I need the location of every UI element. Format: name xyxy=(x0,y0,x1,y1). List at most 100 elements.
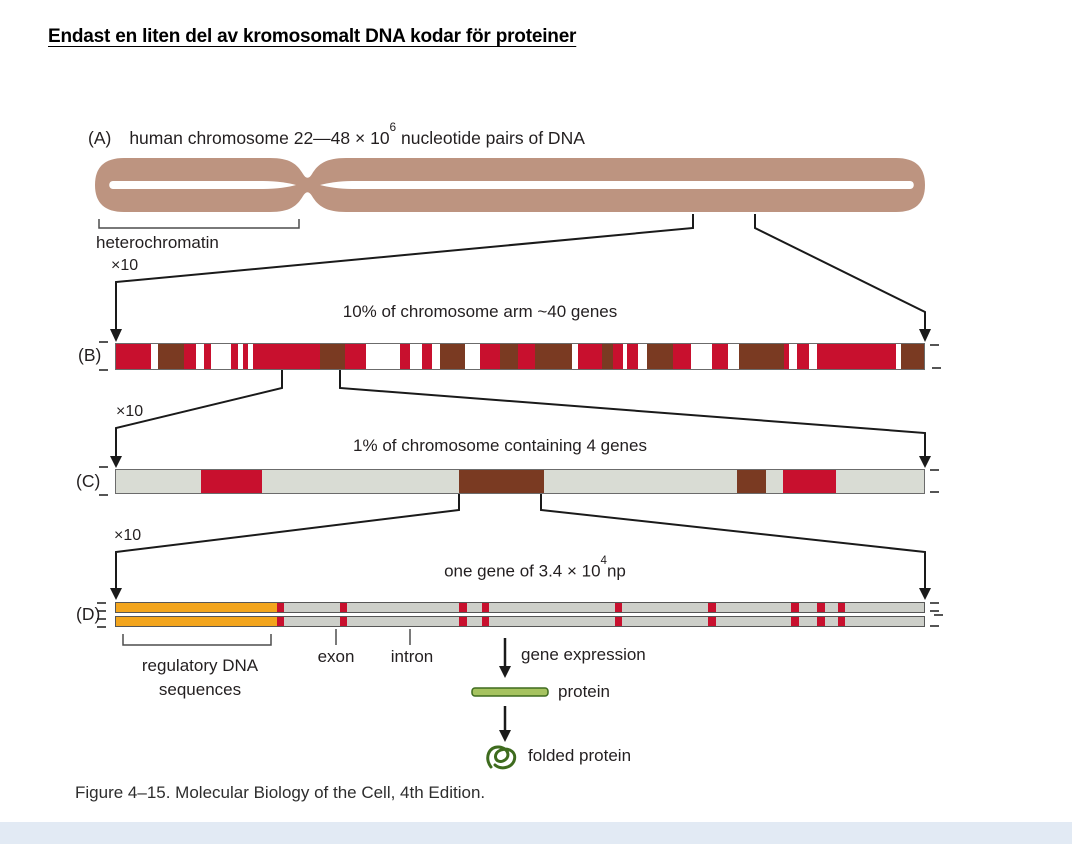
band-segment xyxy=(210,344,231,369)
zoom-arrowhead-b-right xyxy=(919,329,931,342)
exon-intron-ticks xyxy=(335,629,411,645)
band-segment xyxy=(708,617,716,626)
heterochromatin-label: heterochromatin xyxy=(96,233,219,252)
band-segment xyxy=(627,344,638,369)
band-segment xyxy=(708,603,716,612)
panel-b-label: (B) xyxy=(78,345,102,365)
zoom-arrowhead-d-right xyxy=(919,588,931,600)
bottom-strip xyxy=(0,822,1072,844)
band-segment xyxy=(637,344,647,369)
band-segment xyxy=(204,344,211,369)
band-segment xyxy=(791,617,799,626)
band-segment xyxy=(345,344,366,369)
band-segment xyxy=(614,617,622,626)
band-segment xyxy=(459,603,467,612)
band-segment xyxy=(517,344,536,369)
zoom-arrowhead-d-left xyxy=(110,588,122,600)
band-segment xyxy=(242,344,248,369)
band-segment xyxy=(614,603,622,612)
zoom-factor-label-2: ×10 xyxy=(116,403,144,420)
band-segment xyxy=(482,617,490,626)
band-segment xyxy=(422,344,432,369)
panel-c-label: (C) xyxy=(76,471,101,491)
band-segment xyxy=(602,344,613,369)
band-segment xyxy=(253,344,321,369)
band-segment xyxy=(183,344,196,369)
figure-caption: Figure 4–15. Molecular Biology of the Ce… xyxy=(75,783,486,802)
panel-d-label: (D) xyxy=(76,604,101,624)
band-segment xyxy=(712,344,728,369)
band-segment xyxy=(459,470,545,493)
regulatory-bracket xyxy=(122,634,272,646)
band-segment xyxy=(789,344,798,369)
chromosome-arm-band xyxy=(115,343,925,370)
regulatory-dna-label: regulatory DNA sequences xyxy=(141,656,259,699)
band-segment xyxy=(895,344,902,369)
zoom-factor-label-1: ×10 xyxy=(111,257,139,274)
band-continuation-dashes xyxy=(97,341,943,628)
band-segment xyxy=(480,344,500,369)
gene-expression-arrow xyxy=(499,638,511,678)
band-segment xyxy=(809,344,818,369)
exon-label: exon xyxy=(317,647,355,666)
band-segment xyxy=(612,344,623,369)
panel-a-label: (A) xyxy=(88,127,112,148)
band-segment xyxy=(797,344,810,369)
band-segment xyxy=(195,344,205,369)
band-segment xyxy=(276,617,285,626)
band-segment xyxy=(737,470,766,493)
band-segment xyxy=(116,603,277,612)
zoom-arrowhead-c-left xyxy=(110,456,122,468)
band-segment xyxy=(465,344,481,369)
band-segment xyxy=(578,344,603,369)
band-segment xyxy=(727,344,739,369)
band-segment xyxy=(738,344,785,369)
gene-band xyxy=(115,602,925,628)
expansion-lines-c-to-d xyxy=(115,494,926,589)
band-segment xyxy=(276,603,285,612)
band-segment xyxy=(365,344,401,369)
panel-b-caption: 10% of chromosome arm ~40 genes xyxy=(342,302,618,321)
band-segment xyxy=(158,344,184,369)
band-segment xyxy=(784,344,790,369)
band-segment xyxy=(238,344,243,369)
band-segment xyxy=(339,603,348,612)
panel-c-caption: 1% of chromosome containing 4 genes xyxy=(353,436,647,455)
band-segment xyxy=(247,344,254,369)
folded-protein-icon xyxy=(486,745,517,770)
band-segment xyxy=(837,603,845,612)
zoom-factor-label-3: ×10 xyxy=(114,527,142,544)
band-segment xyxy=(571,344,579,369)
band-segment xyxy=(431,344,440,369)
band-segment xyxy=(116,344,151,369)
folded-protein-label: folded protein xyxy=(528,746,632,765)
band-segment xyxy=(200,470,263,493)
chromosome-graphic xyxy=(95,158,925,212)
band-segment xyxy=(230,344,238,369)
band-segment xyxy=(691,344,713,369)
band-segment xyxy=(672,344,692,369)
band-segment xyxy=(791,603,799,612)
band-segment xyxy=(400,344,411,369)
band-segment xyxy=(646,344,673,369)
band-segment xyxy=(817,603,825,612)
gene-expression-label: gene expression xyxy=(521,645,646,664)
band-segment xyxy=(622,344,628,369)
band-segment xyxy=(339,617,348,626)
band-segment xyxy=(320,344,346,369)
protein-label: protein xyxy=(558,682,610,701)
zoom-arrowhead-c-right xyxy=(919,456,931,468)
band-segment xyxy=(901,344,924,369)
expansion-lines-a-to-b xyxy=(115,214,926,331)
band-segment xyxy=(817,617,825,626)
band-segment xyxy=(782,470,836,493)
panel-d-caption: one gene of 3.4 × 104np xyxy=(444,555,626,581)
slide-title: Endast en liten del av kromosomalt DNA k… xyxy=(48,26,577,47)
band-segment xyxy=(440,344,466,369)
band-segment xyxy=(116,617,277,626)
band-segment xyxy=(459,617,467,626)
heterochromatin-bracket xyxy=(98,219,300,229)
intron-label: intron xyxy=(390,647,434,666)
